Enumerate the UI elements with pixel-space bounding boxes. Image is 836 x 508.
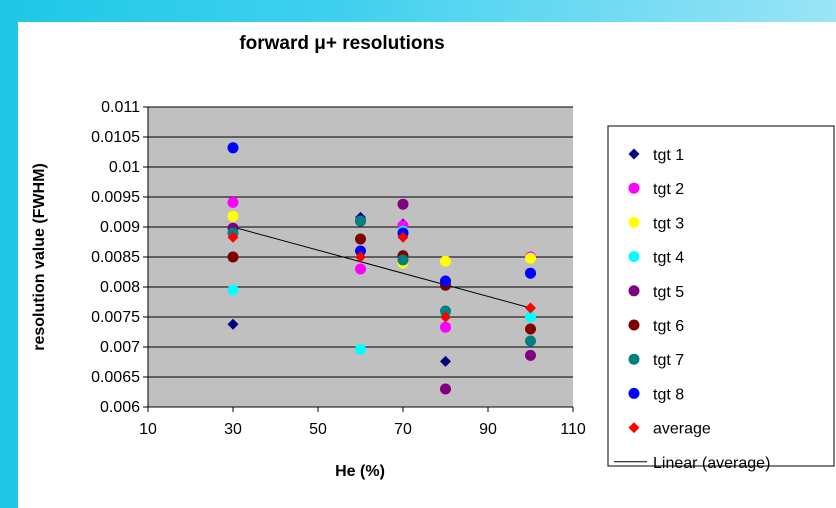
point-tgt-6	[227, 251, 239, 263]
point-tgt-7	[525, 335, 536, 347]
x-tick-label: 30	[224, 421, 242, 438]
legend-label-tgt-3: tgt 3	[653, 215, 684, 232]
point-tgt-1	[227, 318, 239, 330]
point-tgt-6	[525, 323, 536, 335]
y-tick-label: 0.007	[100, 339, 140, 356]
y-tick-label: 0.0065	[91, 369, 140, 386]
y-tick-label: 0.009	[100, 219, 140, 236]
y-tick-label: 0.0095	[91, 189, 140, 206]
legend-marker-average	[628, 422, 640, 434]
legend-label-tgt-5: tgt 5	[653, 284, 684, 301]
point-tgt-8	[227, 142, 239, 154]
legend-label-tgt-1: tgt 1	[653, 147, 684, 164]
point-tgt-3	[227, 210, 239, 222]
legend-label-tgt-4: tgt 4	[653, 250, 684, 267]
legend-marker-tgt-5	[628, 285, 640, 297]
legend-marker-tgt-6	[628, 319, 640, 331]
trendline	[232, 226, 531, 309]
point-tgt-5	[397, 198, 409, 210]
y-axis-label: resolution value (FWHM)	[31, 163, 48, 351]
legend-marker-tgt-3	[628, 216, 640, 228]
point-average	[397, 231, 409, 243]
legend-label-trendline: Linear (average)	[653, 455, 770, 472]
chart-area: forward μ+ resolutions 0.006 0.0065 0.007 0…	[18, 22, 836, 508]
point-average	[355, 251, 366, 263]
legend-marker-tgt-4	[628, 251, 640, 263]
point-tgt-5	[440, 383, 451, 395]
legend-box	[607, 125, 835, 467]
y-tick-label: 0.008	[100, 279, 140, 296]
y-tick-label: 0.0085	[91, 249, 140, 266]
y-tick-label: 0.011	[101, 99, 140, 116]
trendline-layer	[232, 226, 531, 309]
legend: tgt 1 tgt 2 tgt 3 tgt 4 tgt 5 tgt 6 tgt 7 tgt 8…	[607, 125, 835, 472]
y-tick-label: 0.0075	[91, 309, 140, 326]
x-tick-label: 10	[139, 421, 157, 438]
scatter-chart: forward μ+ resolutions 0.0060.00650.0070…	[31, 33, 835, 480]
point-tgt-8	[525, 267, 536, 279]
point-tgt-2	[440, 321, 451, 333]
point-tgt-4	[227, 284, 239, 296]
point-tgt-4	[525, 311, 536, 323]
point-average	[440, 311, 451, 323]
x-tick-label: 90	[479, 421, 497, 438]
point-tgt-8	[440, 275, 451, 287]
x-axis-label: He (%)	[335, 463, 385, 480]
data-points	[227, 142, 536, 395]
legend-marker-tgt-8	[628, 387, 640, 399]
legend-label-average: average	[653, 421, 711, 438]
point-tgt-3	[440, 255, 451, 267]
point-average	[525, 302, 536, 314]
point-tgt-2	[227, 196, 239, 208]
legend-label-tgt-8: tgt 8	[653, 386, 684, 403]
legend-label-tgt-7: tgt 7	[653, 352, 684, 369]
y-tick-label: 0.0105	[91, 129, 140, 146]
y-tick-label: 0.01	[109, 159, 140, 176]
legend-label-tgt-6: tgt 6	[653, 318, 684, 335]
axes: 0.006 0.0065 0.007 0.0075 0.008 0.0085 0.009 0.…	[91, 99, 586, 438]
point-tgt-7	[355, 215, 366, 227]
point-tgt-1	[440, 355, 451, 367]
x-tick-label: 70	[394, 421, 412, 438]
legend-marker-tgt-2	[628, 182, 640, 194]
point-tgt-6	[355, 233, 366, 245]
chart-title: forward μ+ resolutions	[239, 33, 444, 54]
y-tick-label: 0.006	[100, 399, 140, 416]
point-tgt-4	[355, 343, 366, 355]
legend-label-tgt-2: tgt 2	[653, 181, 684, 198]
point-tgt-5	[525, 349, 536, 361]
point-average	[227, 231, 239, 243]
point-tgt-7	[397, 254, 409, 266]
point-tgt-7	[440, 305, 451, 317]
point-tgt-3	[525, 252, 536, 264]
legend-marker-tgt-1	[628, 148, 640, 160]
legend-marker-tgt-7	[628, 353, 640, 365]
x-tick-label: 50	[309, 421, 327, 438]
point-tgt-8	[355, 245, 366, 257]
x-tick-label: 110	[560, 421, 586, 438]
point-tgt-2	[355, 263, 366, 275]
